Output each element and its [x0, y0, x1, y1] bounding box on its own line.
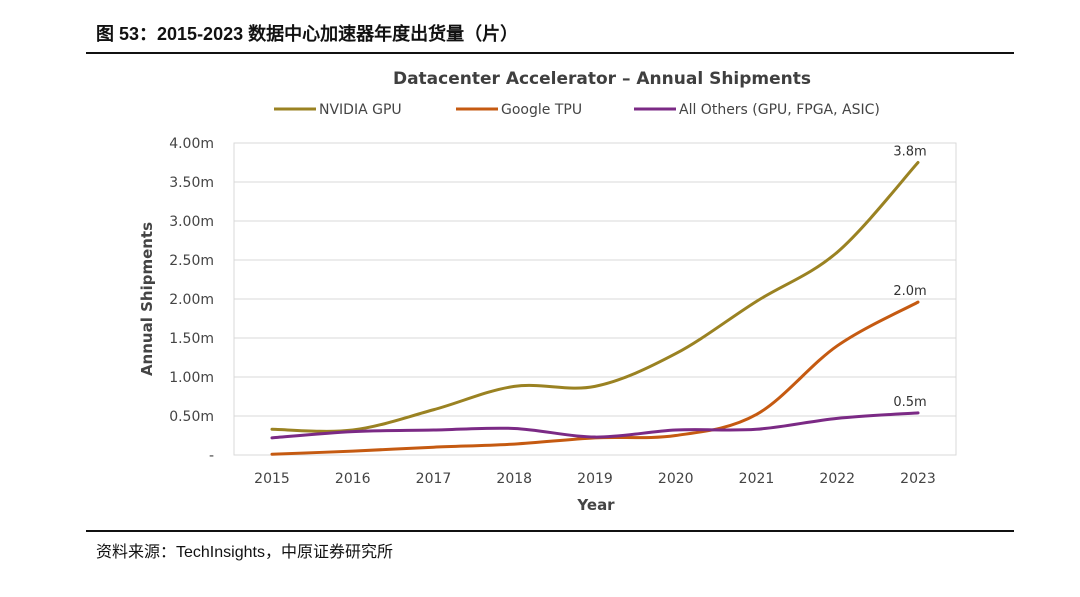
x-tick-label: 2018 — [496, 471, 532, 487]
figure-title: 图 53：2015-2023 数据中心加速器年度出货量（片） — [96, 24, 519, 44]
y-tick-label: 2.50m — [169, 253, 214, 269]
x-tick-label: 2022 — [819, 471, 855, 487]
x-tick-label: 2023 — [900, 471, 936, 487]
x-axis-label: Year — [576, 496, 615, 514]
chart-title: Datacenter Accelerator – Annual Shipment… — [393, 69, 811, 89]
series-end-label: 3.8m — [893, 145, 926, 160]
top-rule — [86, 52, 1014, 54]
series-line — [270, 411, 920, 440]
legend-label: NVIDIA GPU — [319, 102, 402, 118]
y-tick-label: 2.00m — [169, 292, 214, 308]
y-tick-label: 1.00m — [169, 370, 214, 386]
series-end-label: 2.0m — [893, 284, 926, 299]
y-tick-label: 1.50m — [169, 331, 214, 347]
y-tick-label: 3.00m — [169, 214, 214, 230]
series-line — [270, 161, 920, 433]
legend-label: Google TPU — [501, 102, 582, 118]
legend-label: All Others (GPU, FPGA, ASIC) — [679, 102, 880, 118]
y-tick-label: 4.00m — [169, 136, 214, 152]
x-tick-label: 2020 — [658, 471, 694, 487]
bottom-rule — [86, 530, 1014, 532]
x-tick-label: 2016 — [335, 471, 371, 487]
source-note: 资料来源：TechInsights，中原证券研究所 — [96, 544, 393, 561]
y-axis-label: Annual Shipments — [138, 222, 156, 376]
y-tick-label: - — [209, 448, 214, 464]
shipments-chart: - 0.50m 1.00m 1.50m 2.00m 2.50m 3.00m 3.50m 4.00… — [138, 69, 957, 514]
y-tick-label: 0.50m — [169, 409, 214, 425]
x-tick-label: 2021 — [739, 471, 775, 487]
y-tick-label: 3.50m — [169, 175, 214, 191]
x-tick-label: 2015 — [254, 471, 290, 487]
x-tick-label: 2019 — [577, 471, 613, 487]
x-tick-label: 2017 — [416, 471, 452, 487]
series-end-label: 0.5m — [893, 395, 926, 410]
